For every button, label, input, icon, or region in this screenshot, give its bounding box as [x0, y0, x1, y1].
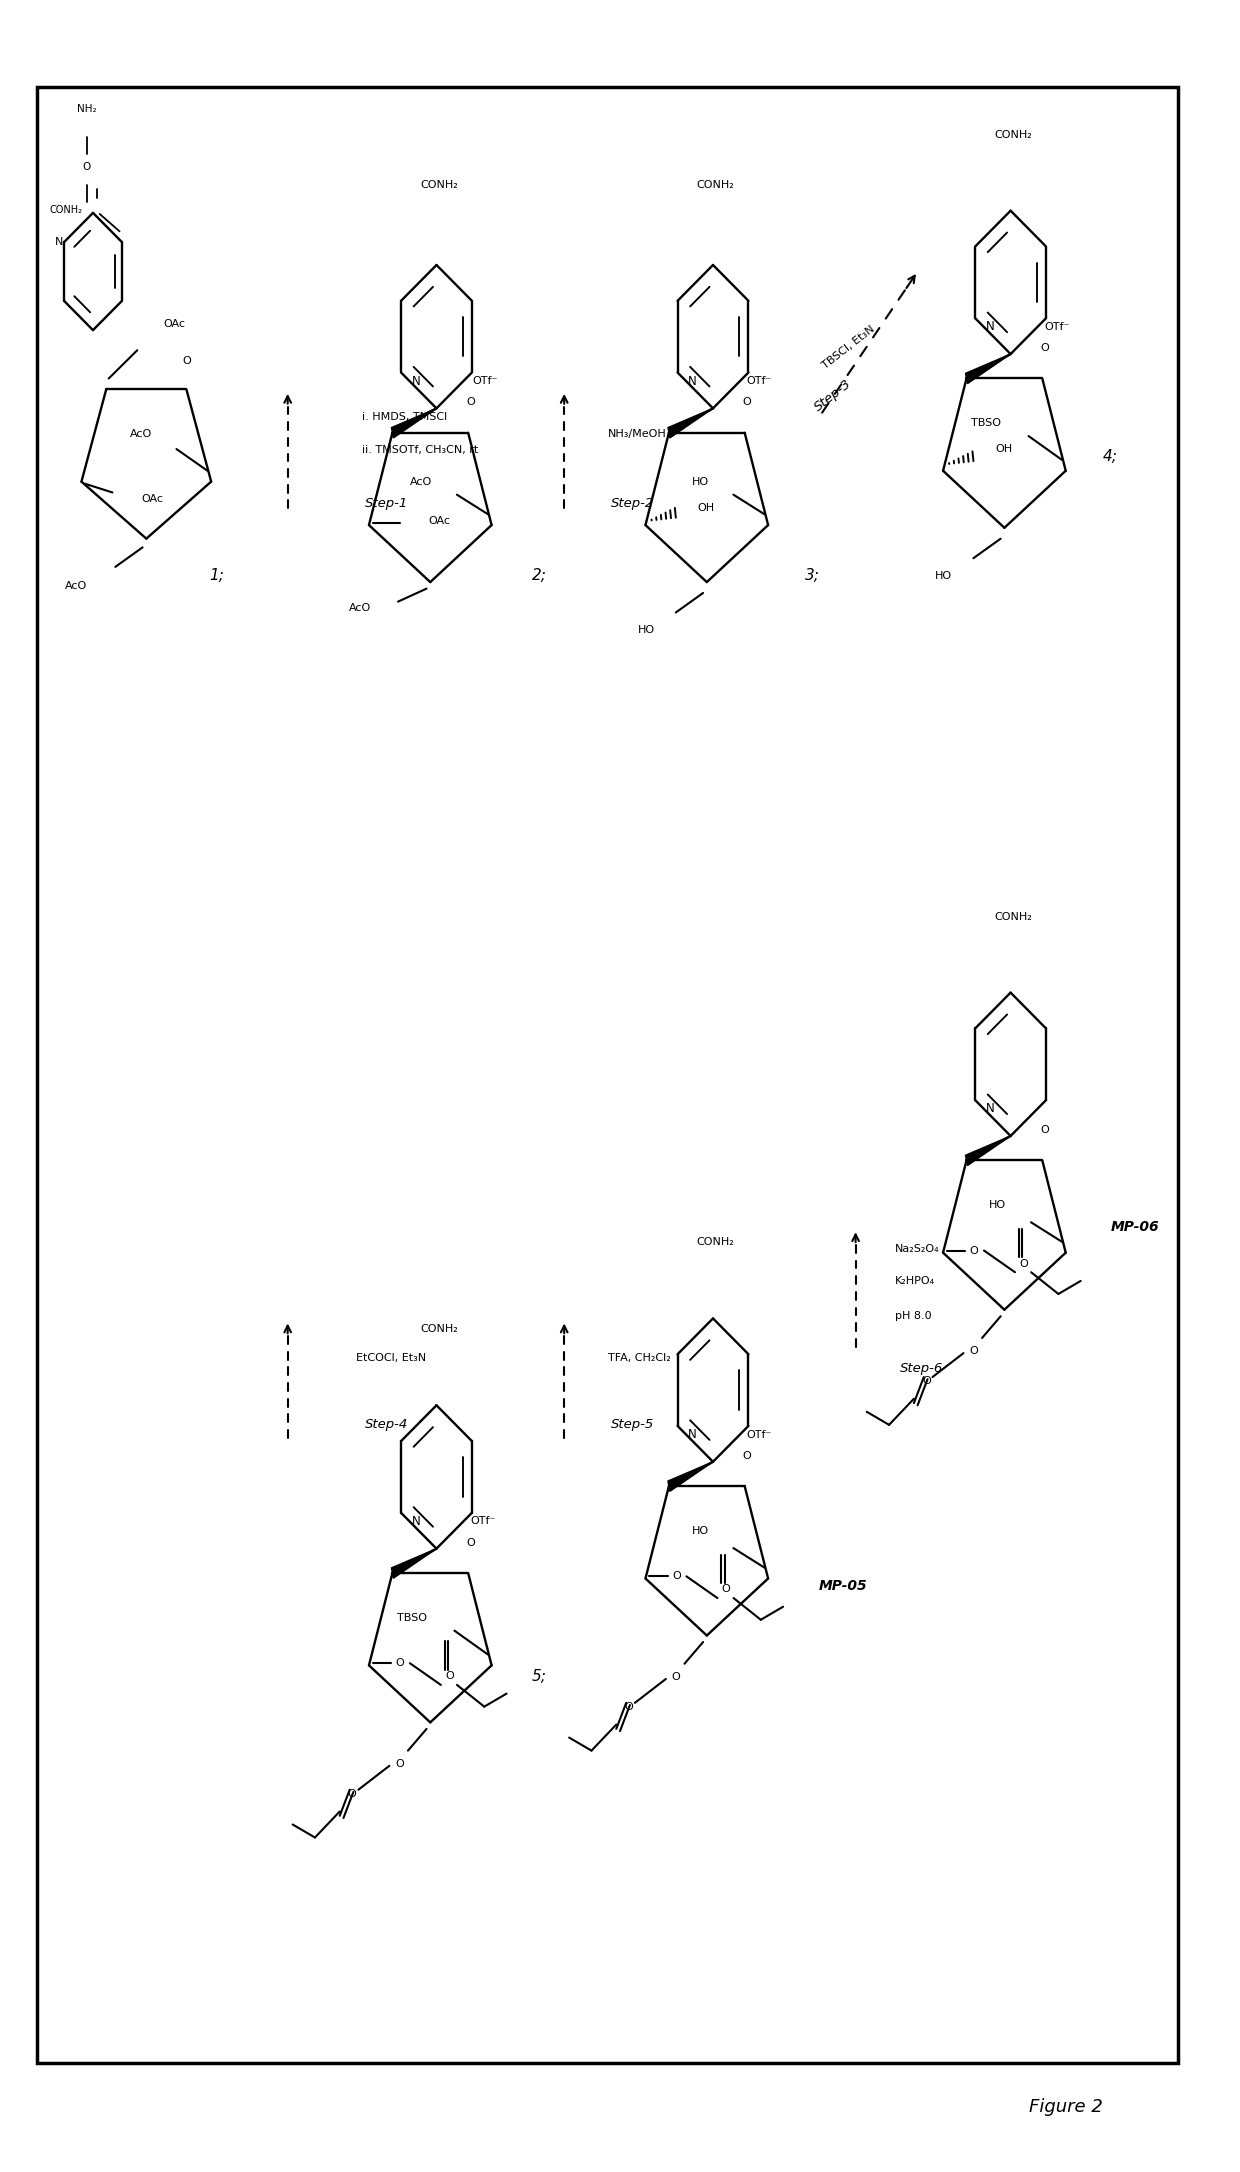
Text: O: O: [1019, 1258, 1028, 1268]
Text: Figure 2: Figure 2: [1029, 2098, 1104, 2116]
Polygon shape: [966, 1136, 1011, 1166]
Text: O: O: [624, 1703, 634, 1712]
Text: N: N: [412, 376, 420, 387]
Text: pH 8.0: pH 8.0: [895, 1312, 932, 1321]
Text: O: O: [182, 356, 191, 367]
Text: O: O: [743, 1451, 751, 1462]
Text: HO: HO: [990, 1199, 1006, 1210]
Text: O: O: [466, 1538, 475, 1549]
Text: CONH₂: CONH₂: [420, 1325, 458, 1334]
Text: TBSCl, Et₃N: TBSCl, Et₃N: [820, 324, 877, 371]
Text: OTf⁻: OTf⁻: [746, 1429, 773, 1440]
Text: HO: HO: [692, 476, 708, 487]
Text: 1;: 1;: [210, 569, 224, 582]
Text: N: N: [688, 376, 697, 387]
Text: MP-05: MP-05: [818, 1579, 868, 1592]
Text: 2;: 2;: [532, 569, 547, 582]
Text: OTf⁻: OTf⁻: [746, 376, 773, 387]
Text: CONH₂: CONH₂: [994, 912, 1032, 921]
Text: O: O: [1040, 343, 1049, 354]
Polygon shape: [392, 1549, 436, 1579]
Text: O: O: [83, 163, 91, 172]
Text: AcO: AcO: [64, 582, 87, 591]
Text: N: N: [986, 321, 994, 332]
Text: Step-1: Step-1: [365, 497, 408, 510]
Text: Step-2: Step-2: [611, 497, 655, 510]
Text: CONH₂: CONH₂: [697, 180, 734, 189]
Text: CONH₂: CONH₂: [50, 204, 82, 215]
Text: N: N: [986, 1103, 994, 1114]
Text: O: O: [445, 1670, 454, 1681]
Text: NH₃/MeOH: NH₃/MeOH: [608, 430, 666, 439]
Text: O: O: [671, 1672, 681, 1681]
Text: OTf⁻: OTf⁻: [1044, 321, 1070, 332]
Text: i. HMDS, TMSCl: i. HMDS, TMSCl: [362, 413, 448, 421]
Polygon shape: [966, 354, 1011, 384]
Text: OH: OH: [698, 502, 714, 513]
Text: HO: HO: [637, 626, 655, 634]
Text: O: O: [672, 1570, 681, 1581]
Text: Step-6: Step-6: [900, 1362, 944, 1375]
Text: TBSO: TBSO: [397, 1612, 427, 1622]
Text: EtCOCl, Et₃N: EtCOCl, Et₃N: [356, 1353, 427, 1362]
Text: Step-3: Step-3: [812, 378, 854, 413]
Text: MP-06: MP-06: [1110, 1221, 1159, 1234]
Text: O: O: [347, 1790, 357, 1798]
Text: Step-4: Step-4: [365, 1418, 408, 1431]
Text: O: O: [921, 1377, 931, 1386]
Text: 4;: 4;: [1102, 450, 1117, 463]
Text: TFA, CH₂Cl₂: TFA, CH₂Cl₂: [608, 1353, 671, 1362]
Text: CONH₂: CONH₂: [994, 130, 1032, 139]
Text: OAc: OAc: [141, 493, 162, 504]
Text: OTf⁻: OTf⁻: [470, 1516, 496, 1527]
Text: 5;: 5;: [532, 1670, 547, 1683]
Text: HO: HO: [692, 1525, 708, 1536]
Text: OAc: OAc: [164, 319, 185, 330]
Text: TBSO: TBSO: [971, 417, 1001, 428]
Polygon shape: [392, 408, 436, 439]
Text: O: O: [968, 1347, 978, 1355]
Text: OAc: OAc: [429, 515, 450, 526]
Text: CONH₂: CONH₂: [697, 1238, 734, 1247]
Polygon shape: [668, 408, 713, 439]
Text: AcO: AcO: [410, 476, 432, 487]
Text: OTf⁻: OTf⁻: [472, 376, 498, 387]
Text: OH: OH: [996, 443, 1012, 454]
Text: K₂HPO₄: K₂HPO₄: [895, 1277, 935, 1286]
Text: Na₂S₂O₄: Na₂S₂O₄: [895, 1245, 940, 1253]
Text: O: O: [394, 1759, 404, 1768]
Text: NH₂: NH₂: [77, 104, 97, 113]
Text: O: O: [970, 1245, 978, 1255]
Text: N: N: [55, 237, 63, 248]
Text: ii. TMSOTf, CH₃CN, rt: ii. TMSOTf, CH₃CN, rt: [362, 445, 479, 454]
Text: 3;: 3;: [805, 569, 820, 582]
Text: O: O: [722, 1583, 730, 1594]
Text: HO: HO: [935, 571, 952, 580]
Text: O: O: [1040, 1125, 1049, 1136]
Text: Step-5: Step-5: [611, 1418, 655, 1431]
Text: O: O: [743, 397, 751, 408]
Text: CONH₂: CONH₂: [420, 180, 458, 189]
Text: N: N: [688, 1429, 697, 1440]
Text: AcO: AcO: [348, 604, 371, 613]
Text: O: O: [466, 397, 475, 408]
Polygon shape: [668, 1462, 713, 1492]
Text: N: N: [412, 1516, 420, 1527]
Text: AcO: AcO: [129, 428, 151, 439]
Text: O: O: [396, 1657, 404, 1668]
